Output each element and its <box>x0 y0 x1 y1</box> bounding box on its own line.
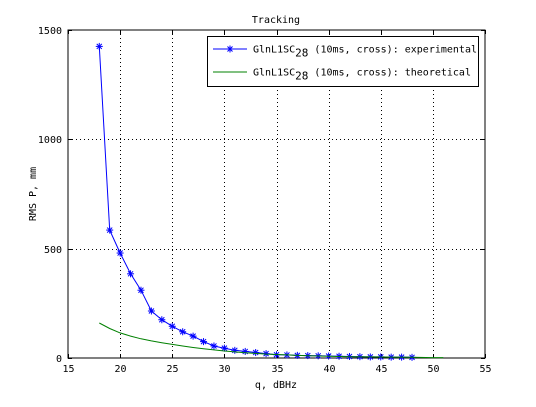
data-point-marker <box>179 328 187 336</box>
x-tick-label: 25 <box>166 364 178 375</box>
series-layer <box>95 42 444 361</box>
grid <box>68 30 485 358</box>
y-tick-label: 500 <box>44 245 62 256</box>
data-point-marker <box>116 249 124 257</box>
data-point-marker <box>158 316 166 324</box>
y-tick-label: 1500 <box>38 26 62 37</box>
x-tick-label: 55 <box>479 364 491 375</box>
data-point-marker <box>168 322 176 330</box>
x-tick-label: 50 <box>427 364 439 375</box>
data-point-marker <box>95 42 103 50</box>
data-point-marker <box>241 347 249 355</box>
axis-ticks: 15 20 25 30 35 40 45 50 55 0 500 1000 1500 <box>38 26 492 375</box>
y-tick-label: 0 <box>56 354 62 365</box>
legend-marker <box>226 45 234 53</box>
legend-label: GlnL1SC28 (10ms, cross): theoretical <box>253 68 471 83</box>
series-line-1 <box>98 46 413 358</box>
data-point-marker <box>147 307 155 315</box>
data-point-marker <box>252 349 260 357</box>
data-point-marker <box>106 226 114 234</box>
data-point-marker <box>200 338 208 346</box>
data-point-marker <box>127 270 135 278</box>
x-tick-label: 40 <box>323 364 335 375</box>
x-tick-label: 35 <box>271 364 283 375</box>
chart-title: Tracking <box>252 15 300 26</box>
series-line-2 <box>99 322 444 359</box>
data-point-marker <box>231 346 239 354</box>
legend-box <box>207 36 479 87</box>
x-axis-label: q, dBHz <box>255 380 297 391</box>
data-point-marker <box>210 342 218 350</box>
legend: GlnL1SC28 (10ms, cross): experimental Gln… <box>207 36 479 87</box>
x-tick-label: 30 <box>218 364 230 375</box>
legend-entry-2: GlnL1SC28 (10ms, cross): theoretical <box>213 68 471 83</box>
y-tick-label: 1000 <box>38 135 62 146</box>
data-point-marker <box>137 286 145 294</box>
y-axis-label: RMS P, mm <box>28 167 39 221</box>
data-point-marker <box>220 344 228 352</box>
legend-label: GlnL1SC28 (10ms, cross): experimental <box>253 45 477 60</box>
x-tick-label: 20 <box>114 364 126 375</box>
data-point-marker <box>189 332 197 340</box>
x-tick-label: 15 <box>62 364 74 375</box>
x-tick-label: 45 <box>375 364 387 375</box>
legend-entry-1: GlnL1SC28 (10ms, cross): experimental <box>213 45 477 60</box>
